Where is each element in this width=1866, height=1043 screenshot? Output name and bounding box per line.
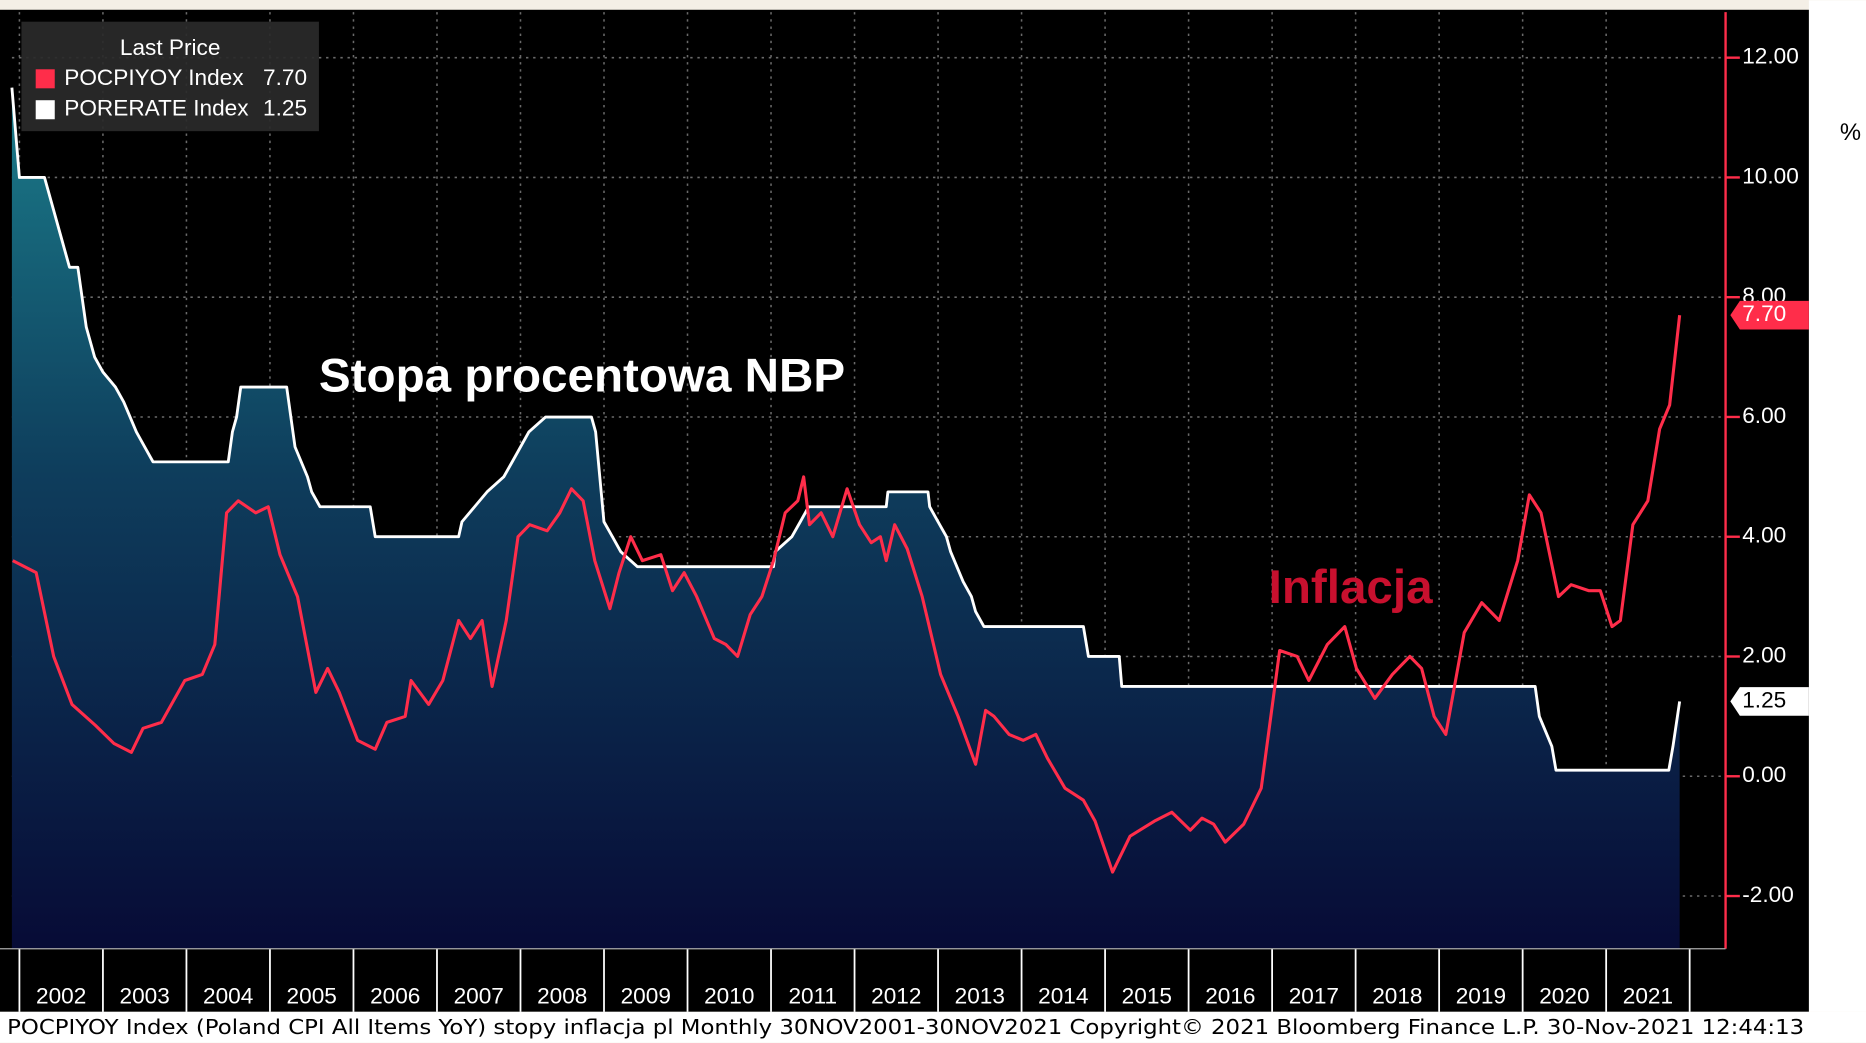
x-tick-label: 2018 <box>1372 983 1422 1008</box>
legend-swatch <box>35 69 55 89</box>
footer-background <box>0 1011 1866 1043</box>
area <box>11 87 1680 949</box>
last-value-label: 1.25 <box>1742 687 1786 712</box>
x-tick-label: 2003 <box>120 983 170 1008</box>
x-tick-label: 2010 <box>704 983 754 1008</box>
legend: Last Price POCPIYOY Index 7.70 PORERATE In… <box>21 21 319 132</box>
legend-swatch <box>35 100 55 120</box>
x-tick-label: 2014 <box>1038 983 1088 1008</box>
right-margin <box>1808 0 1866 1012</box>
x-tick-label: 2006 <box>370 983 420 1008</box>
line <box>12 314 1682 874</box>
x-tick-label: 2021 <box>1623 983 1673 1008</box>
x-tick-label: 2017 <box>1289 983 1339 1008</box>
y-tick-label: 0.00 <box>1742 762 1786 787</box>
x-tick-label: 2020 <box>1539 983 1589 1008</box>
x-tick-label: 2015 <box>1122 983 1172 1008</box>
legend-label: PORERATE Index <box>64 96 249 121</box>
last-value-tag <box>1730 300 1809 330</box>
x-tick-label: 2016 <box>1205 983 1255 1008</box>
x-tick-label: 2005 <box>287 983 337 1008</box>
marks <box>10 87 1682 949</box>
legend-title: Last Price <box>120 35 221 60</box>
x-tick-label: 2007 <box>454 983 504 1008</box>
legend-box <box>21 21 319 132</box>
line <box>10 87 1682 772</box>
y-tick-label: -2.00 <box>1742 882 1794 907</box>
y-tick-label: 6.00 <box>1742 403 1786 428</box>
legend-value: 1.25 <box>263 96 307 121</box>
y-tick-label: 10.00 <box>1742 163 1799 188</box>
annotation: Stopa procentowa NBP <box>319 349 845 402</box>
y-tick-label: 2.00 <box>1742 642 1786 667</box>
last-value-label: 7.70 <box>1742 301 1786 326</box>
x-tick-label: 2008 <box>537 983 587 1008</box>
footer: POCPIYOY Index (Poland CPI All Items YoY… <box>7 1015 1804 1039</box>
x-tick-label: 2019 <box>1456 983 1506 1008</box>
x-tick-label: 2009 <box>621 983 671 1008</box>
last-value-tag <box>1730 687 1809 716</box>
y-tick-label: 12.00 <box>1742 44 1799 69</box>
annotation: Inflacja <box>1269 561 1434 614</box>
x-tick-label: 2002 <box>36 983 86 1008</box>
x-tick-label: 2013 <box>955 983 1005 1008</box>
x-tick-label: 2012 <box>871 983 921 1008</box>
y-tick-label: 4.00 <box>1742 523 1786 548</box>
x-tick-label: 2011 <box>788 983 837 1008</box>
y-axis-label: % <box>1840 119 1861 146</box>
legend-label: POCPIYOY Index <box>64 65 244 90</box>
x-tick-label: 2004 <box>203 983 253 1008</box>
legend-value: 7.70 <box>263 65 307 90</box>
